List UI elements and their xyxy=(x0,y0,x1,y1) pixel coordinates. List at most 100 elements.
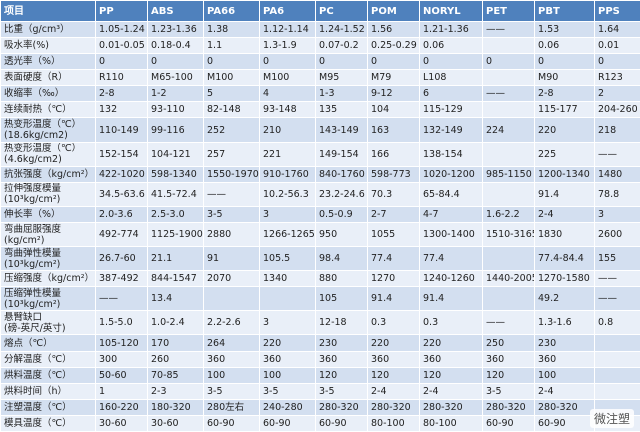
cell: 115-177 xyxy=(534,101,595,119)
table-row: 表面硬度（R） R110 M65-100 M100 M100 M95 M79 L108 M90 R… xyxy=(0,69,640,87)
cell: 138-154 xyxy=(419,141,483,167)
label-line: 抗张强度（kg/cm²） xyxy=(4,168,95,180)
cell: 1.3-1.9 xyxy=(259,37,316,55)
table-row: 伸长率（%） 2.0-3.6 2.5-3.0 3-5 3 0.5-0.9 2-7 4-7 1.6… xyxy=(0,205,640,223)
cell: 1200-1340 xyxy=(534,165,595,183)
row-label: 比重（g/cm³） xyxy=(0,20,96,39)
cell: 1.1 xyxy=(203,37,260,55)
label-line: 表面硬度（R） xyxy=(4,72,68,84)
cell: 99-116 xyxy=(147,117,204,143)
cell: 224 xyxy=(482,117,535,143)
cell: 0.8 xyxy=(594,310,640,336)
cell: —— xyxy=(594,270,640,288)
cell: 492-774 xyxy=(95,221,148,248)
cell: 0 xyxy=(419,53,483,71)
cell: —— xyxy=(95,286,148,312)
table-row: 悬臂缺口 (磅-英尺/英寸) 1.5-5.0 1.0-2.4 2.2-2.6 3 12-18… xyxy=(0,310,640,336)
cell: 230 xyxy=(534,334,595,352)
empty-cell xyxy=(482,246,535,272)
cell: 1.12-1.14 xyxy=(259,20,316,39)
cell: 1.53 xyxy=(534,20,595,39)
cell: 1.38 xyxy=(203,20,260,39)
cell: 0.18-0.4 xyxy=(147,37,204,55)
cell: 1.21-1.36 xyxy=(419,20,483,39)
cell: 0.3 xyxy=(367,310,420,336)
cell: R123 xyxy=(594,69,640,87)
watermark: 微注塑 xyxy=(589,409,634,428)
cell: 120 xyxy=(367,366,420,384)
table-row: 模具温度（℃） 30-60 30-60 60-90 60-90 60-90 80-100 80… xyxy=(0,414,640,432)
cell: 60-90 xyxy=(203,414,260,432)
cell: 1.56 xyxy=(367,20,420,39)
empty-cell xyxy=(482,37,535,55)
cell: 13.4 xyxy=(147,286,204,312)
cell: 985-1150 xyxy=(482,165,535,183)
cell: 143-149 xyxy=(315,117,368,143)
cell: 180-320 xyxy=(147,398,204,416)
cell: 360 xyxy=(315,350,368,368)
label-line: 模具温度（℃） xyxy=(4,417,72,429)
label-line: 熔点（℃） xyxy=(4,337,53,349)
header-cell: ABS xyxy=(147,0,204,22)
cell: 0 xyxy=(203,53,260,71)
cell: 221 xyxy=(259,141,316,167)
row-label: 连续耐热（℃） xyxy=(0,101,96,119)
label-line: 烘料温度（℃） xyxy=(4,369,72,381)
cell: 1440-2005 xyxy=(482,270,535,288)
row-label: 透光率（%） xyxy=(0,53,96,71)
cell: 0 xyxy=(482,53,535,71)
cell: 0 xyxy=(147,53,204,71)
cell: 50-60 xyxy=(95,366,148,384)
cell: 0 xyxy=(534,53,595,71)
table-row: 压缩强度（kg/cm²） 387-492 844-1547 2070 1340 880 12… xyxy=(0,270,640,288)
row-label: 熔点（℃） xyxy=(0,334,96,352)
table-row: 热变形温度（℃） (18.6kg/cm2) 110-149 99-116 252 210 1… xyxy=(0,117,640,143)
cell: 77.4-84.4 xyxy=(534,246,595,272)
label-line: 分解温度（℃） xyxy=(4,353,72,365)
cell: 387-492 xyxy=(95,270,148,288)
cell: 100 xyxy=(259,366,316,384)
cell: 0.06 xyxy=(534,37,595,55)
label-line: 烘料时间（h） xyxy=(4,385,68,397)
cell: 360 xyxy=(419,350,483,368)
row-label: 注塑温度（℃） xyxy=(0,398,96,416)
cell: 280-320 xyxy=(315,398,368,416)
row-label: 悬臂缺口 (磅-英尺/英寸) xyxy=(0,310,96,336)
cell: M90 xyxy=(534,69,595,87)
cell: 30-60 xyxy=(147,414,204,432)
empty-cell xyxy=(482,141,535,167)
cell: 240-280 xyxy=(259,398,316,416)
label-line: 热变形温度（℃） xyxy=(4,143,82,155)
cell: 422-1020 xyxy=(95,165,148,183)
cell: 105 xyxy=(315,286,368,312)
empty-cell xyxy=(594,382,640,400)
cell: 132 xyxy=(95,101,148,119)
cell: 135 xyxy=(315,101,368,119)
cell: 1020-1200 xyxy=(419,165,483,183)
cell: 220 xyxy=(419,334,483,352)
table-row: 分解温度（℃） 300 260 360 360 360 360 360 360 360 xyxy=(0,350,640,368)
cell: 360 xyxy=(534,350,595,368)
row-label: 抗张强度（kg/cm²） xyxy=(0,165,96,183)
cell: 93-110 xyxy=(147,101,204,119)
cell: 3-5 xyxy=(259,382,316,400)
cell: 264 xyxy=(203,334,260,352)
cell: 91.4 xyxy=(534,181,595,207)
cell: 115-129 xyxy=(419,101,483,119)
table-row: 透光率（%） 0 0 0 0 0 0 0 0 0 0 xyxy=(0,53,640,71)
cell: 2-4 xyxy=(534,205,595,223)
cell: 104 xyxy=(367,101,420,119)
row-label: 热变形温度（℃） (18.6kg/cm2) xyxy=(0,117,96,143)
label-line: (磅-英尺/英寸) xyxy=(4,322,66,334)
cell: 3 xyxy=(259,205,316,223)
cell: 1-2 xyxy=(147,85,204,103)
header-cell: POM xyxy=(367,0,420,22)
label-line: (kg/cm²) xyxy=(4,234,45,246)
cell: —— xyxy=(594,286,640,312)
cell: 80-100 xyxy=(367,414,420,432)
header-row: 项目 PP ABS PA66 PA6 PC POM NORYL PET PBT PPS xyxy=(0,0,640,22)
cell: 218 xyxy=(594,117,640,143)
cell: 1510-3165 xyxy=(482,221,535,248)
cell: 91.4 xyxy=(367,286,420,312)
